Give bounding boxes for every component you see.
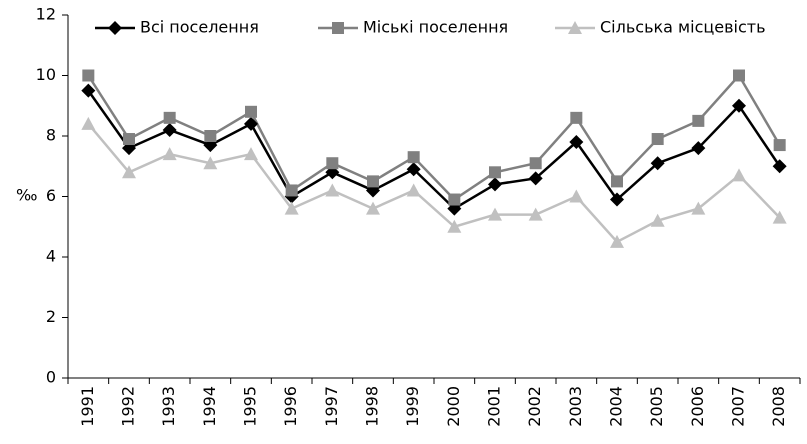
data-point: [691, 201, 706, 215]
x-tick-label: 1992: [119, 386, 138, 427]
legend-marker: [108, 21, 122, 35]
x-tick-label: 1998: [363, 386, 382, 427]
data-point: [366, 201, 380, 215]
y-tick-label: 2: [46, 307, 56, 326]
data-point: [773, 139, 786, 152]
data-point: [245, 105, 257, 118]
data-point: [650, 156, 665, 171]
x-tick-label: 2005: [647, 386, 666, 427]
data-point: [244, 147, 258, 161]
x-tick-label: 2000: [444, 386, 463, 427]
data-point: [447, 219, 462, 233]
data-point: [488, 177, 502, 192]
data-point: [325, 183, 340, 197]
y-tick-label: 10: [36, 65, 56, 84]
legend-label: Сільська місцевість: [600, 18, 766, 37]
x-tick-label: 1996: [281, 386, 300, 427]
data-point: [528, 207, 543, 221]
y-tick-label: 6: [46, 186, 56, 205]
data-point: [326, 157, 339, 170]
y-axis-label: ‰: [16, 186, 37, 205]
x-tick-label: 1995: [241, 386, 260, 427]
data-point: [651, 133, 664, 146]
legend-marker: [332, 22, 344, 34]
x-tick-label: 2002: [525, 386, 544, 427]
data-point: [406, 162, 421, 177]
data-point: [204, 130, 217, 142]
data-point: [123, 133, 135, 146]
data-point: [570, 111, 583, 124]
x-tick-label: 2001: [485, 386, 504, 427]
data-point: [732, 98, 746, 113]
data-point: [244, 116, 258, 131]
x-tick-label: 1997: [322, 386, 341, 427]
series-line: [87, 89, 781, 211]
data-point: [569, 135, 584, 150]
data-point: [162, 147, 177, 161]
data-point: [772, 159, 787, 174]
legend-marker: [568, 21, 582, 34]
data-point: [528, 171, 543, 186]
data-point: [367, 175, 379, 188]
data-point: [163, 111, 176, 124]
x-tick-label: 2003: [566, 386, 585, 427]
data-point: [733, 69, 745, 82]
x-tick-label: 2008: [769, 386, 788, 427]
data-point: [81, 83, 96, 98]
y-tick-label: 4: [46, 247, 56, 266]
data-point: [610, 192, 624, 207]
data-point: [407, 151, 420, 164]
data-point: [489, 166, 501, 179]
x-tick-label: 1993: [159, 386, 178, 427]
y-tick-label: 0: [46, 368, 56, 387]
data-point: [650, 213, 665, 227]
data-point: [772, 210, 787, 224]
x-tick-label: 1999: [403, 386, 422, 427]
y-tick-label: 8: [46, 126, 56, 145]
x-tick-label: 1991: [78, 386, 97, 427]
data-point: [488, 207, 502, 221]
data-point: [691, 141, 706, 156]
x-tick-label: 2007: [729, 386, 748, 427]
data-point: [569, 189, 584, 203]
data-point: [285, 184, 298, 197]
series-line: [87, 123, 781, 244]
data-point: [406, 183, 421, 197]
x-tick-label: 2004: [607, 386, 626, 427]
data-point: [611, 175, 623, 188]
data-point: [82, 69, 95, 82]
legend-label: Всі поселення: [140, 18, 259, 37]
x-tick-label: 1994: [200, 386, 219, 427]
data-point: [732, 168, 746, 182]
data-point: [284, 201, 299, 215]
series-line: [87, 73, 781, 202]
legend-label: Міські поселення: [363, 18, 508, 37]
data-point: [162, 122, 177, 137]
data-point: [692, 114, 705, 127]
data-point: [529, 157, 542, 170]
data-point: [203, 156, 218, 170]
x-tick-label: 2006: [688, 386, 707, 427]
y-tick-label: 12: [36, 5, 56, 24]
data-point: [448, 193, 461, 206]
data-point: [122, 165, 136, 179]
data-point: [81, 116, 96, 130]
data-point: [610, 234, 624, 248]
